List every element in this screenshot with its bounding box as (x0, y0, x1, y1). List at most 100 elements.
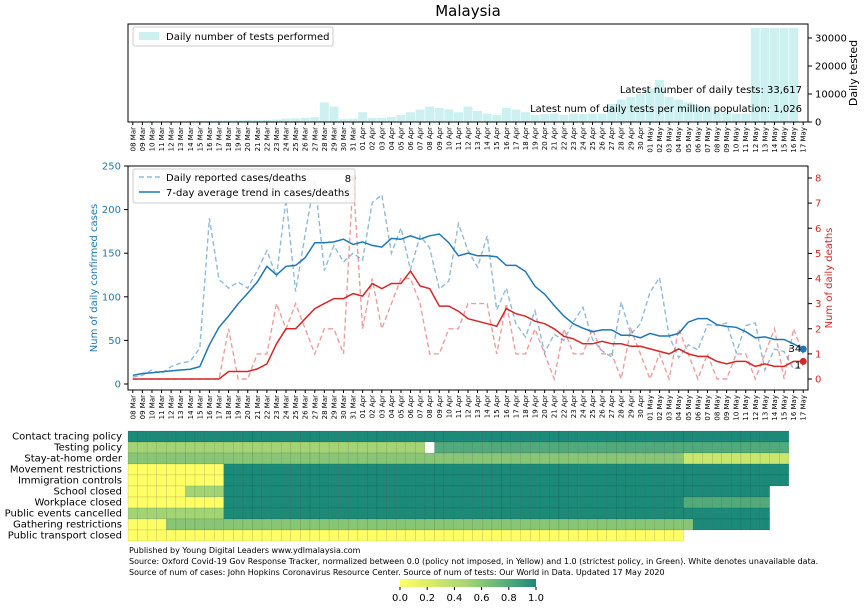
policy-cell (539, 496, 550, 509)
policy-cell (731, 463, 742, 476)
policy-cell (712, 518, 723, 531)
policy-cell (597, 463, 608, 476)
policy-cell (453, 474, 464, 487)
policy-cell (463, 507, 473, 520)
policy-cell (644, 441, 655, 454)
tests-ytick-label: 30000 (815, 34, 847, 45)
policy-cell (156, 452, 167, 465)
deaths-ytick-label: 7 (815, 199, 821, 210)
cases-ytick-label: 250 (102, 162, 121, 173)
policy-cell (194, 441, 205, 454)
deaths-ytick-label: 4 (815, 274, 821, 285)
policy-cell (204, 430, 215, 443)
policy-cell (194, 496, 205, 509)
policy-cell (223, 430, 234, 443)
policy-cell (740, 485, 751, 498)
policy-cell (386, 463, 397, 476)
note-publisher: Published by Young Digital Leaders www.y… (129, 546, 361, 555)
colorbar-gradient (400, 579, 536, 587)
policy-cell (204, 441, 215, 454)
policy-cell (539, 430, 550, 443)
policy-cell (731, 507, 742, 520)
policy-cell (252, 507, 263, 520)
policy-cell (759, 518, 770, 531)
cases-xtick-label: 20 Mar (244, 395, 252, 419)
policy-cell (606, 452, 617, 465)
policy-cell (750, 518, 761, 531)
policy-cell (300, 529, 311, 542)
policy-cell (654, 485, 665, 498)
cases-xtick-label: 11 May (742, 395, 750, 421)
policy-cell (654, 507, 665, 520)
policy-cell (539, 463, 550, 476)
policy-cell (740, 452, 751, 465)
tests-bar (271, 119, 281, 122)
policy-cell (501, 441, 512, 454)
policy-cell (549, 474, 560, 487)
deaths-ytick-label: 8 (815, 174, 821, 185)
policy-cell (357, 529, 368, 542)
tests-bar (741, 113, 751, 122)
policy-cell (357, 430, 368, 443)
policy-cell (654, 474, 665, 487)
cases-xtick-label: 02 May (656, 395, 664, 421)
tests-xtick-label: 06 Apr (407, 127, 415, 150)
policy-cell (261, 441, 272, 454)
policy-cell (644, 518, 655, 531)
tests-bar (377, 117, 387, 122)
policy-cell (424, 474, 435, 487)
cases-xtick-label: 01 Apr (359, 395, 367, 418)
policy-cell (166, 507, 177, 520)
policy-cell (702, 452, 713, 465)
policy-cell (577, 496, 588, 509)
policy-cell (721, 463, 732, 476)
policy-cell (635, 463, 646, 476)
tests-xtick-label: 20 Apr (541, 127, 549, 150)
tests-xtick-label: 08 Mar (129, 127, 137, 151)
policy-cell (750, 430, 761, 443)
policy-cell (405, 452, 416, 465)
policy-cell (328, 441, 339, 454)
tests-bar (578, 114, 588, 122)
policy-cell (357, 485, 368, 498)
policy-cell (319, 452, 330, 465)
policy-cell (367, 507, 378, 520)
tests-bar (434, 108, 444, 122)
deaths-ytick-label: 0 (815, 375, 821, 386)
tests-xtick-label: 26 Apr (599, 127, 607, 150)
cases-xtick-label: 13 Mar (177, 395, 185, 419)
tests-bar (588, 113, 597, 122)
policy-cell (204, 474, 215, 487)
policy-cell (156, 485, 167, 498)
tests-xtick-label: 16 Mar (206, 127, 214, 151)
policy-cell (415, 496, 426, 509)
cases-xtick-label: 01 May (646, 395, 654, 421)
policy-cell (597, 518, 608, 531)
policy-cell (635, 474, 646, 487)
policy-cell (424, 430, 435, 443)
policy-cell (759, 485, 770, 498)
policy-cell (261, 430, 272, 443)
cases-xtick-label: 06 Apr (407, 395, 415, 418)
policy-cell (348, 452, 359, 465)
policy-cell (328, 430, 339, 443)
tests-xtick-label: 07 May (704, 127, 712, 153)
tests-bar (233, 120, 243, 122)
policy-cell (520, 485, 531, 498)
tests-legend-swatch (139, 32, 159, 40)
policy-cell (367, 518, 378, 531)
policy-cell (750, 496, 761, 509)
tests-bar (214, 120, 224, 122)
tests-xtick-label: 20 Mar (244, 127, 252, 151)
policy-cell (146, 452, 157, 465)
tests-xtick-label: 27 Mar (311, 127, 319, 151)
policy-cell (242, 529, 253, 542)
policy-cell (405, 474, 416, 487)
tests-bar (731, 113, 741, 122)
policy-cell (213, 463, 224, 476)
policy-cell (213, 529, 224, 542)
policy-cell (692, 463, 703, 476)
policy-cell (300, 463, 311, 476)
policy-cell (568, 430, 579, 443)
policy-cell (281, 529, 292, 542)
